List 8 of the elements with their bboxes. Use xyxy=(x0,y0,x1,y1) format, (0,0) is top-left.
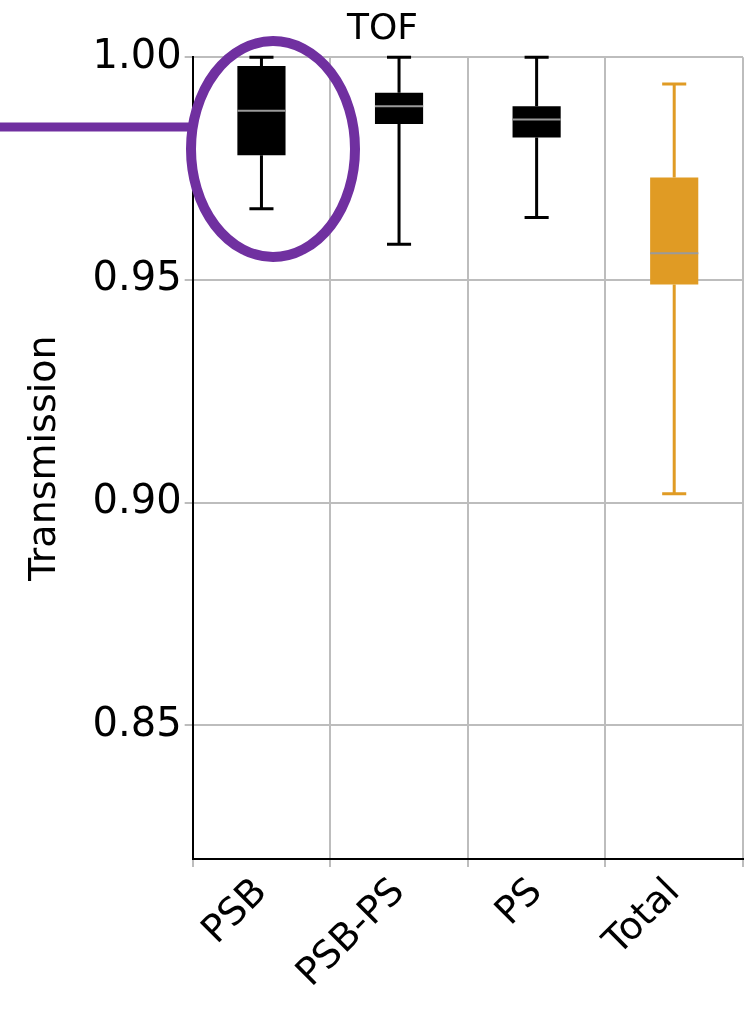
y-tick-label: 1.00 xyxy=(92,30,182,77)
x-tick-label: PSB xyxy=(191,868,275,952)
x-tick-label: PS xyxy=(485,868,550,933)
y-axis-title: Transmission xyxy=(19,335,64,582)
y-tick-label: 0.85 xyxy=(92,698,182,745)
y-tick-label: 0.95 xyxy=(92,253,182,300)
y-tick-label: 0.90 xyxy=(92,476,182,523)
chart-title: TOF xyxy=(345,5,419,47)
